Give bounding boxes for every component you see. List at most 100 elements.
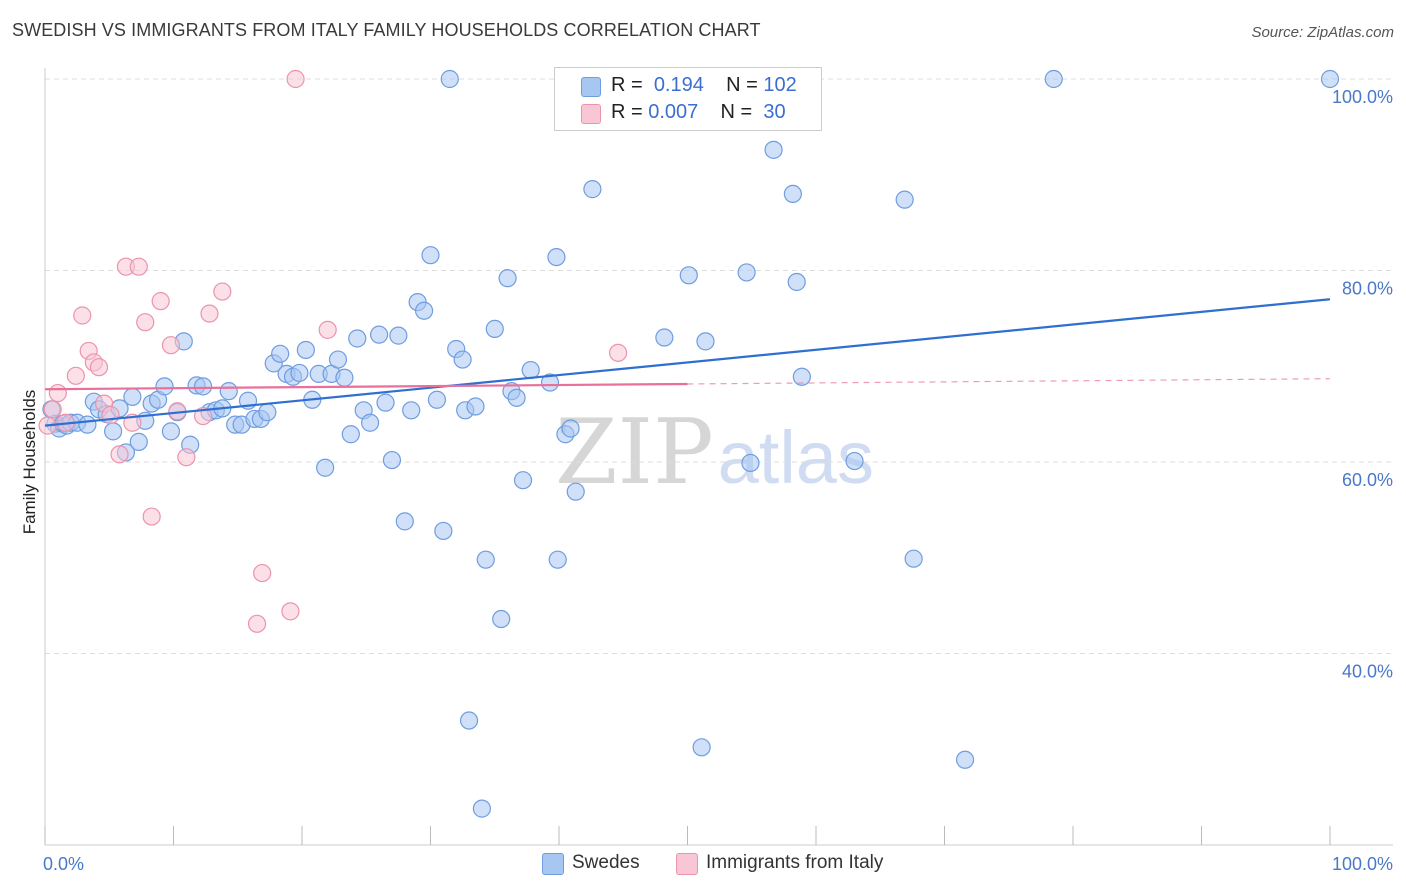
point-italy bbox=[318, 320, 337, 339]
point-italy bbox=[89, 358, 109, 377]
point-swedes bbox=[335, 368, 354, 387]
legend-n-value-swedes: 102 bbox=[763, 74, 797, 96]
point-swedes bbox=[414, 301, 434, 320]
point-swedes bbox=[696, 332, 715, 351]
point-swedes bbox=[561, 419, 580, 438]
y-tick-label: 100.0% bbox=[1332, 87, 1393, 107]
point-swedes bbox=[129, 432, 148, 451]
point-swedes bbox=[271, 344, 290, 363]
point-swedes bbox=[904, 549, 923, 568]
point-italy bbox=[101, 405, 120, 425]
y-axis-label: Family Households bbox=[20, 390, 39, 535]
point-swedes bbox=[895, 190, 914, 209]
point-swedes bbox=[341, 425, 360, 444]
legend-row-swedes: R = 0.194 N = 102 bbox=[581, 74, 797, 100]
legend-r-label: R = bbox=[611, 101, 643, 123]
point-swedes bbox=[741, 453, 760, 473]
point-swedes bbox=[737, 263, 756, 282]
series-label-swedes: Swedes bbox=[572, 852, 640, 873]
gridlines bbox=[45, 78, 1393, 654]
series-swatch-italy bbox=[676, 853, 698, 875]
point-swedes bbox=[466, 397, 485, 416]
point-swedes bbox=[348, 329, 367, 348]
point-italy bbox=[110, 445, 129, 464]
point-swedes bbox=[361, 413, 380, 432]
point-swedes bbox=[845, 451, 864, 471]
data-points bbox=[38, 69, 1340, 818]
point-italy bbox=[161, 336, 181, 355]
point-swedes bbox=[548, 550, 567, 569]
legend-r-label: R = bbox=[611, 74, 643, 96]
point-italy bbox=[193, 406, 213, 426]
point-italy bbox=[142, 507, 161, 526]
point-swedes bbox=[783, 184, 802, 203]
legend-swatch-italy bbox=[581, 104, 601, 124]
point-italy bbox=[286, 69, 305, 89]
x-tick-labels: 0.0% 100.0% bbox=[43, 854, 1393, 874]
series-label-italy: Immigrants from Italy bbox=[706, 852, 884, 873]
point-swedes bbox=[492, 609, 511, 629]
point-swedes bbox=[382, 450, 402, 470]
point-italy bbox=[609, 343, 628, 362]
point-italy bbox=[253, 563, 272, 583]
point-italy bbox=[200, 304, 219, 323]
trend-line-swedes bbox=[44, 298, 1331, 427]
point-swedes bbox=[440, 69, 459, 89]
legend-r-value-swedes: 0.194 bbox=[653, 74, 704, 96]
point-swedes bbox=[1320, 69, 1340, 89]
point-swedes bbox=[453, 350, 472, 369]
point-swedes bbox=[692, 738, 711, 757]
point-swedes bbox=[161, 422, 181, 441]
point-swedes bbox=[328, 350, 348, 369]
legend-row-italy: R = 0.007 N = 30 bbox=[581, 101, 786, 127]
trend-line-italy bbox=[44, 382, 688, 391]
point-swedes bbox=[485, 319, 504, 339]
point-swedes bbox=[290, 363, 309, 383]
point-italy bbox=[43, 400, 62, 419]
point-italy bbox=[281, 602, 300, 621]
point-swedes bbox=[498, 269, 517, 288]
correlation-legend: R = 0.194 N = 102 R = 0.007 N = 30 bbox=[554, 67, 822, 131]
series-swatch-swedes bbox=[542, 853, 564, 875]
point-swedes bbox=[764, 140, 783, 159]
trend-lines bbox=[44, 298, 1331, 427]
legend-n-label: N = bbox=[726, 74, 758, 96]
point-swedes bbox=[395, 512, 414, 531]
point-swedes bbox=[787, 272, 806, 292]
y-tick-label: 60.0% bbox=[1342, 470, 1393, 490]
chart-source: Source: ZipAtlas.com bbox=[1251, 24, 1394, 41]
point-swedes bbox=[78, 415, 97, 434]
point-swedes bbox=[792, 367, 811, 386]
point-italy bbox=[66, 366, 85, 385]
point-swedes bbox=[193, 377, 213, 396]
point-swedes bbox=[583, 180, 602, 199]
point-swedes bbox=[540, 373, 560, 392]
x-tick-label: 0.0% bbox=[43, 854, 84, 874]
y-tick-label: 40.0% bbox=[1342, 662, 1393, 682]
axes bbox=[44, 68, 1393, 846]
point-swedes bbox=[1044, 69, 1063, 89]
point-swedes bbox=[513, 471, 533, 490]
point-swedes bbox=[389, 326, 408, 345]
point-swedes bbox=[402, 401, 421, 420]
legend-r-value-italy: 0.007 bbox=[648, 101, 699, 123]
point-swedes bbox=[427, 390, 447, 409]
point-swedes bbox=[547, 247, 566, 267]
legend-n-label: N = bbox=[720, 101, 753, 123]
y-tick-labels: 100.0% 80.0% 60.0% 40.0% bbox=[1332, 87, 1393, 682]
y-tick-label: 80.0% bbox=[1342, 279, 1393, 299]
point-italy bbox=[48, 383, 67, 403]
chart-title: SWEDISH VS IMMIGRANTS FROM ITALY FAMILY … bbox=[12, 20, 761, 40]
legend-n-value-italy: 30 bbox=[763, 101, 786, 123]
point-swedes bbox=[370, 325, 389, 344]
point-italy bbox=[136, 313, 155, 332]
point-swedes bbox=[507, 388, 526, 407]
point-italy bbox=[177, 448, 196, 467]
point-swedes bbox=[258, 403, 277, 422]
point-swedes bbox=[679, 266, 698, 285]
point-swedes bbox=[316, 458, 335, 477]
trend-line-italy-extrapolated bbox=[687, 378, 1331, 385]
point-swedes bbox=[434, 521, 453, 541]
point-swedes bbox=[476, 550, 495, 569]
